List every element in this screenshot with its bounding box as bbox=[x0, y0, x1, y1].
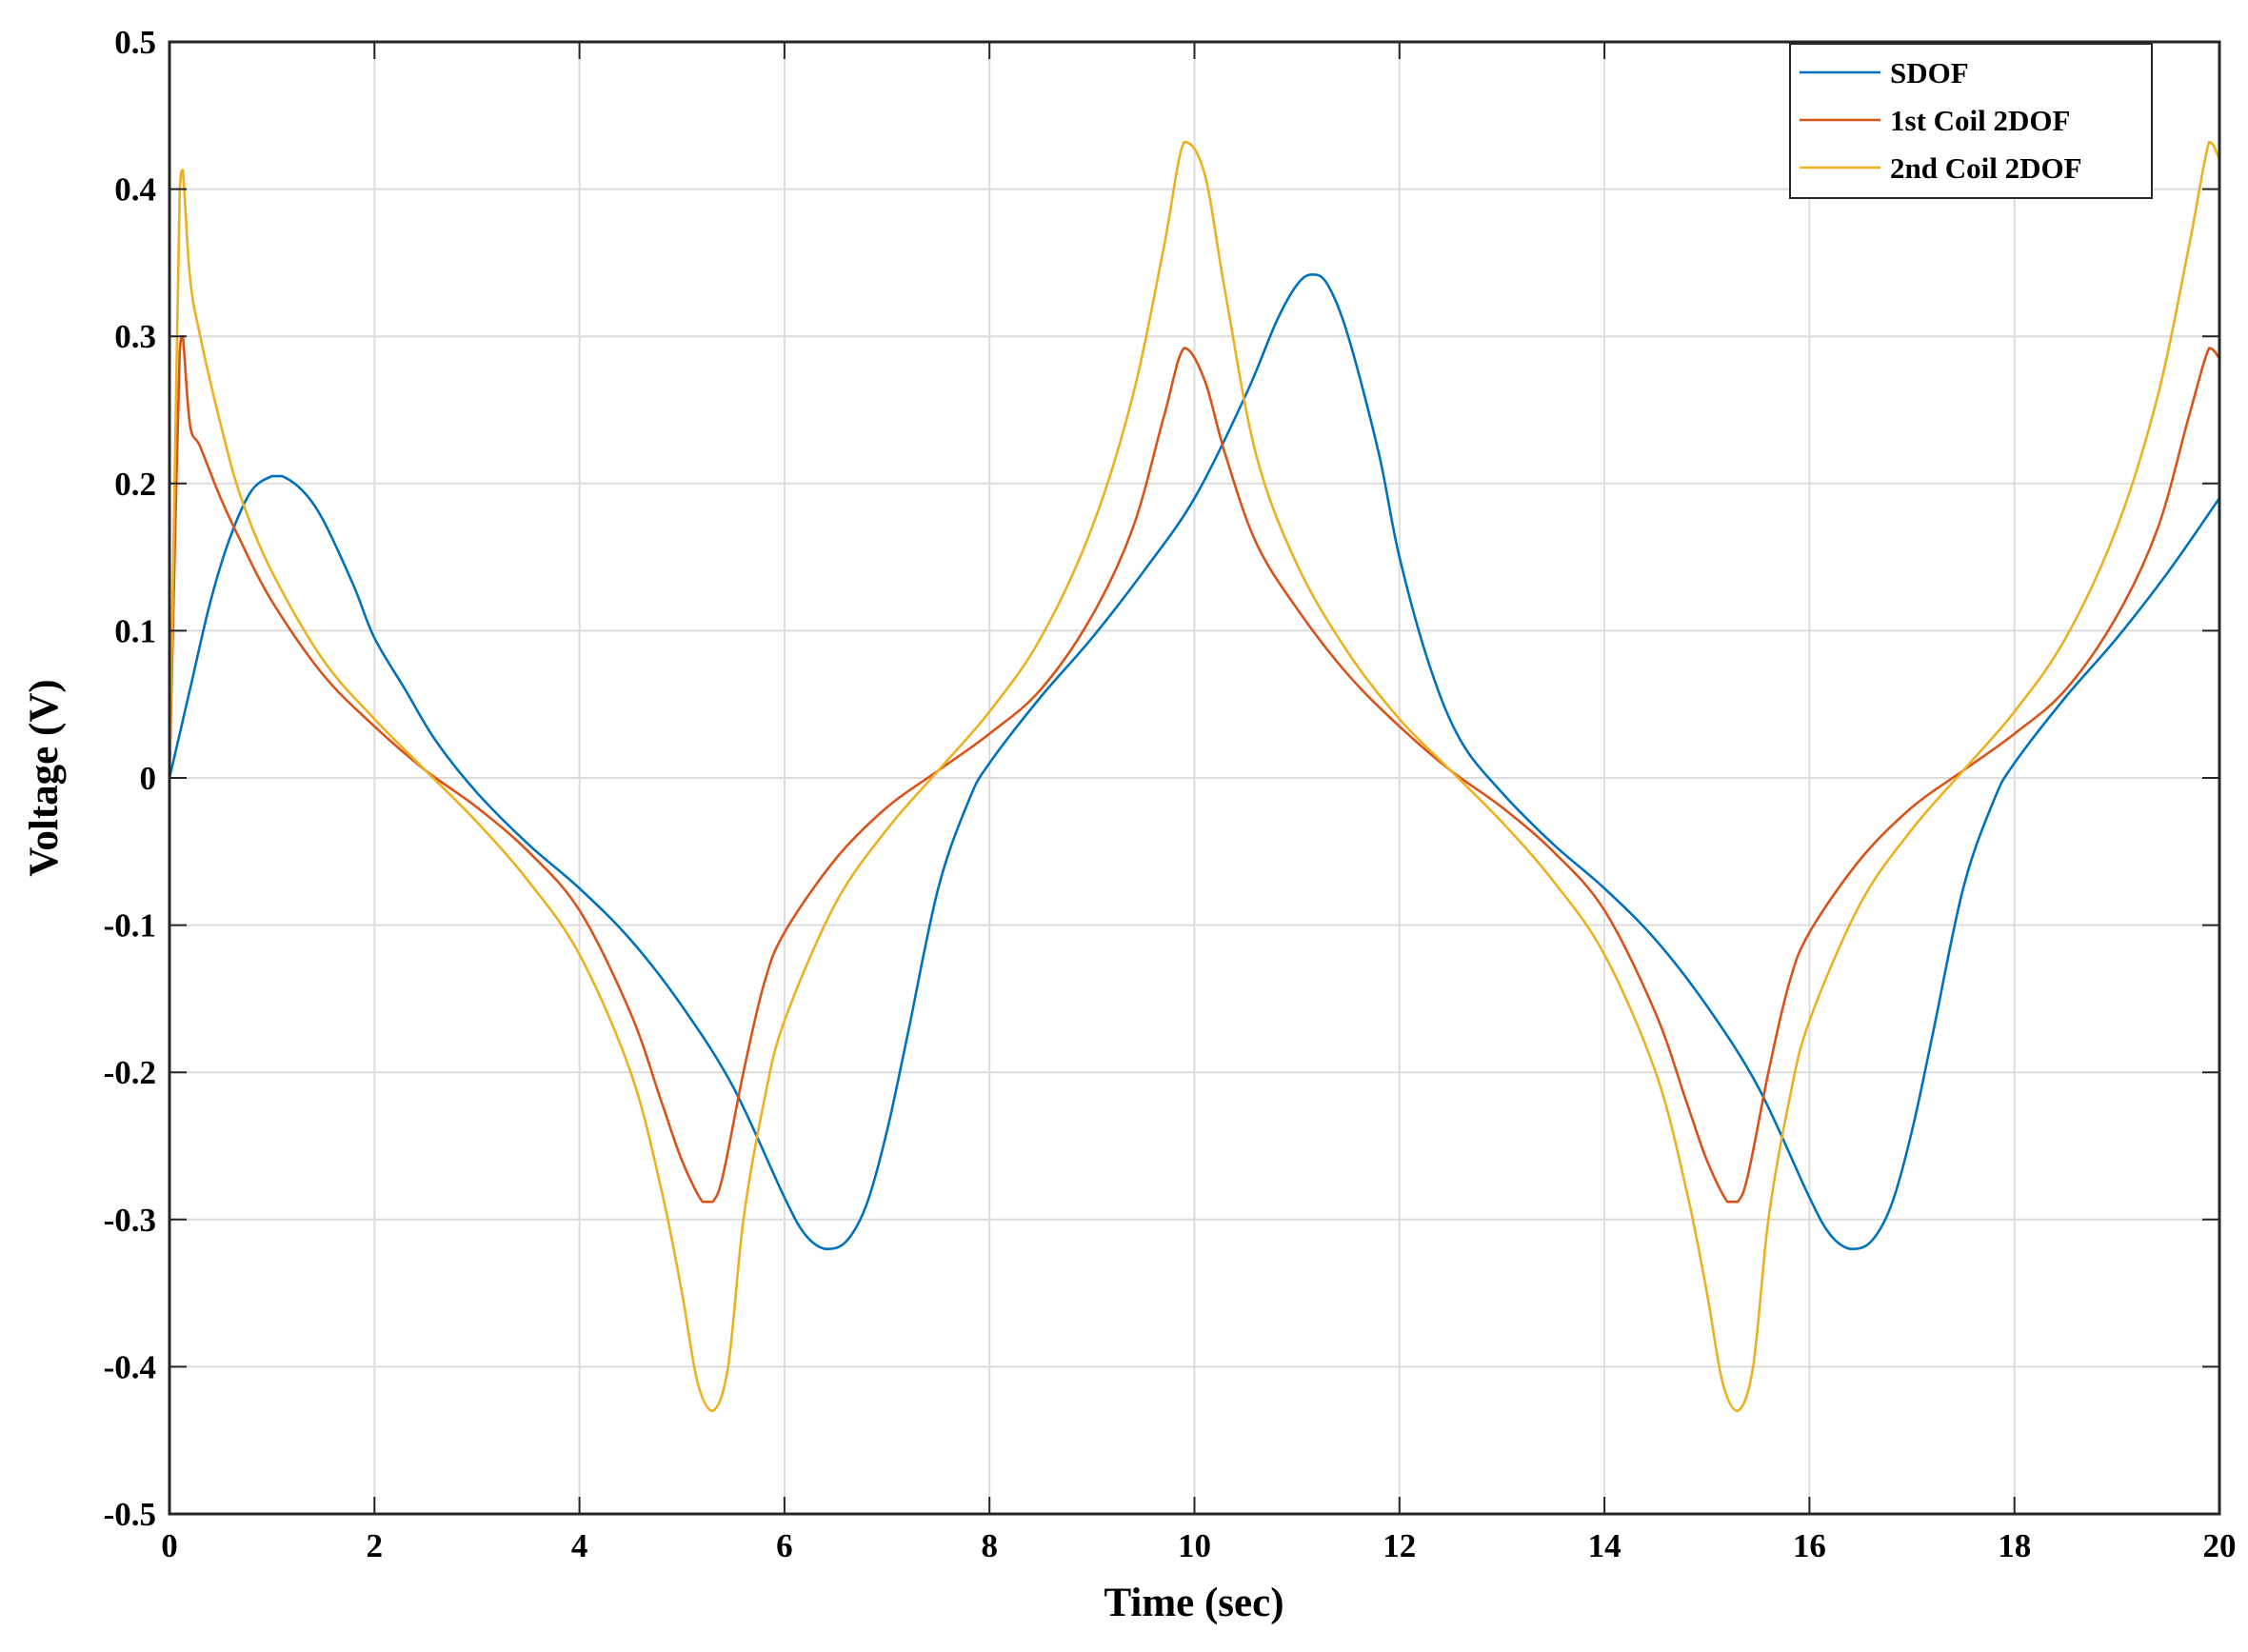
axis-ticks: 0 2 4 6 8 10 12 14 16 18 20 -0.5 -0.4 -0.3 -0.2 -0.1 0 0.… bbox=[104, 24, 2237, 1564]
x-tick-label: 0 bbox=[161, 1527, 178, 1564]
y-tick-label: 0 bbox=[140, 760, 157, 797]
x-tick-label: 4 bbox=[571, 1527, 588, 1564]
legend-label-1st-coil-2dof: 1st Coil 2DOF bbox=[1890, 104, 2070, 137]
x-axis-label: Time (sec) bbox=[1104, 1581, 1283, 1625]
series-line-sdof bbox=[168, 273, 2221, 1250]
y-tick-label: -0.4 bbox=[104, 1348, 156, 1385]
x-tick-label: 18 bbox=[1998, 1527, 2031, 1564]
y-tick-label: 0.4 bbox=[114, 171, 156, 209]
legend: SDOF 1st Coil 2DOF 2nd Coil 2DOF bbox=[1789, 43, 2153, 199]
x-tick-label: 16 bbox=[1793, 1527, 1826, 1564]
x-tick-label: 8 bbox=[981, 1527, 998, 1564]
x-tick-label: 12 bbox=[1383, 1527, 1416, 1564]
x-tick-label: 2 bbox=[367, 1527, 384, 1564]
series-line-1st-coil-2dof bbox=[168, 334, 2221, 1204]
y-tick-label: 0.1 bbox=[114, 612, 156, 649]
x-tick-label: 10 bbox=[1178, 1527, 1211, 1564]
y-tick-label: -0.1 bbox=[104, 907, 156, 945]
series-layer bbox=[168, 140, 2221, 1413]
y-tick-label: 0.5 bbox=[114, 24, 156, 61]
legend-label-2nd-coil-2dof: 2nd Coil 2DOF bbox=[1890, 151, 2082, 185]
y-tick-label: 0.2 bbox=[114, 466, 156, 503]
y-tick-label: -0.3 bbox=[104, 1202, 156, 1239]
x-tick-label: 6 bbox=[776, 1527, 793, 1564]
series-line-2nd-coil-2dof bbox=[168, 140, 2221, 1413]
x-tick-label: 20 bbox=[2203, 1527, 2237, 1564]
y-axis-label: Voltage (V) bbox=[22, 679, 67, 876]
grid-lines bbox=[169, 42, 2219, 1514]
y-tick-label: 0.3 bbox=[114, 318, 156, 355]
y-tick-label: -0.2 bbox=[104, 1054, 156, 1091]
legend-label-sdof: SDOF bbox=[1890, 56, 1969, 90]
y-tick-label: -0.5 bbox=[104, 1496, 156, 1533]
x-tick-label: 14 bbox=[1588, 1527, 1621, 1564]
